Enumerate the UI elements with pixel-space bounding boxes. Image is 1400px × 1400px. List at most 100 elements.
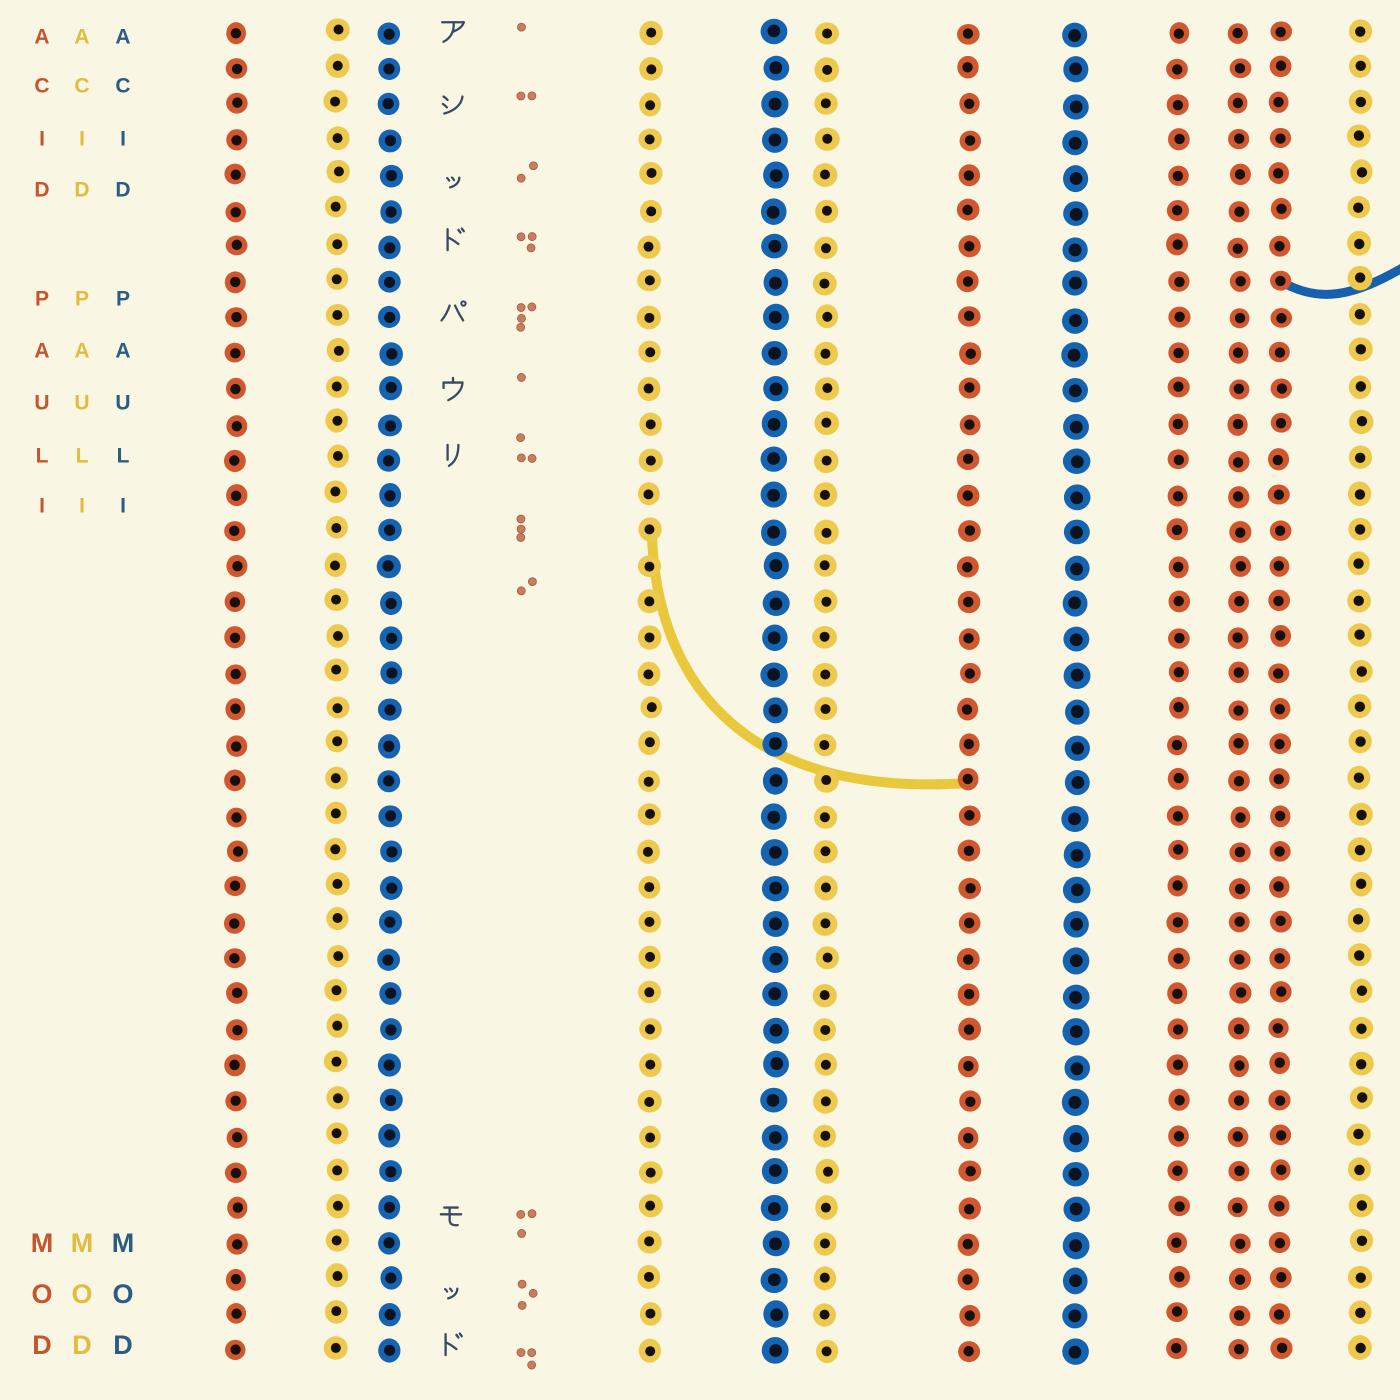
braille-dot xyxy=(527,302,537,312)
punch-dot-center xyxy=(231,420,242,432)
braille-dot xyxy=(517,1229,527,1238)
punch-dot-center xyxy=(1355,1272,1366,1283)
punch-dot-center xyxy=(385,206,397,218)
punch-dot-center xyxy=(643,669,654,680)
punch-dot-center xyxy=(1274,1238,1286,1249)
punch-dot-center xyxy=(1276,203,1287,215)
grid-letter: L xyxy=(36,445,49,468)
punch-dot-center xyxy=(963,845,975,856)
punch-dot-center xyxy=(643,383,654,394)
punch-dot-center xyxy=(1068,243,1082,257)
grid-letter: I xyxy=(79,495,85,518)
braille-dot xyxy=(517,1279,527,1289)
punch-dot-center xyxy=(1172,239,1183,250)
punch-dot-center xyxy=(1070,562,1083,576)
punch-dot-center xyxy=(1172,64,1183,75)
punch-dot-center xyxy=(769,917,782,931)
punch-dot-center xyxy=(645,419,656,430)
punch-dot-center xyxy=(230,668,241,680)
punch-dot-center xyxy=(1234,916,1245,927)
punch-dot-center xyxy=(769,774,783,787)
punch-dot-center xyxy=(330,560,341,571)
braille-dot xyxy=(516,1348,526,1357)
punch-dot-center xyxy=(645,100,656,111)
punch-dot-center xyxy=(1069,276,1082,290)
punch-dot-center xyxy=(1355,26,1366,37)
punch-dot-center xyxy=(1274,1095,1286,1106)
punch-dot-center xyxy=(386,348,398,360)
punch-dot-center xyxy=(1354,272,1366,283)
braille-dot xyxy=(516,533,526,542)
punch-dot-center xyxy=(964,668,976,679)
katakana-char xyxy=(446,176,461,189)
katakana-char xyxy=(442,376,464,402)
dot-column-8 xyxy=(1061,22,1091,1365)
punch-dot-center xyxy=(1068,1345,1082,1359)
punch-dot-center xyxy=(819,990,830,1001)
punch-dot-center xyxy=(1276,1272,1287,1283)
grid-letter: D xyxy=(34,179,49,202)
punch-dot-center xyxy=(384,311,396,324)
punch-dot-center xyxy=(386,667,398,679)
punch-dot-center xyxy=(1233,133,1245,144)
katakana-title-vertical xyxy=(440,21,467,467)
punch-dot-center xyxy=(385,1272,397,1284)
punch-dot-center xyxy=(643,1271,654,1282)
punch-dot-center xyxy=(1357,1092,1368,1103)
grid-letter: I xyxy=(79,128,85,151)
punch-dot-center xyxy=(1355,1307,1366,1319)
braille-dot xyxy=(529,161,538,171)
punch-dot-center xyxy=(386,846,398,858)
punch-dot-center xyxy=(1276,1164,1287,1176)
grid-letter: P xyxy=(116,288,130,311)
punch-dot-center xyxy=(769,737,782,750)
punch-dot-center xyxy=(1275,26,1286,38)
punch-dot-center xyxy=(1356,985,1368,996)
punch-dot-center xyxy=(965,883,976,894)
punch-dot-center xyxy=(767,452,780,465)
punch-dot-center xyxy=(1235,527,1246,538)
braille-dot xyxy=(517,313,526,323)
punch-dot-center xyxy=(644,312,655,323)
punch-dot-center xyxy=(1069,633,1083,647)
punch-dot-center xyxy=(963,1132,974,1144)
punch-dot-center xyxy=(384,490,396,502)
punch-dot-center xyxy=(230,741,242,752)
punch-dot-center xyxy=(1173,381,1184,392)
punch-dot-center xyxy=(645,455,656,466)
punch-dot-center xyxy=(383,276,396,288)
punch-dot-center xyxy=(963,1204,975,1215)
punch-dot-center xyxy=(822,1166,833,1177)
punch-dot-center xyxy=(644,916,655,927)
punch-dot-center xyxy=(331,664,342,675)
punch-dot-center xyxy=(821,455,832,466)
punch-dot-center xyxy=(820,1059,831,1070)
punch-dot-center xyxy=(382,954,394,966)
punch-dot-center xyxy=(1354,452,1366,464)
punch-dot-center xyxy=(820,846,831,857)
punch-dot-center xyxy=(332,1271,343,1282)
punch-dot-center xyxy=(767,810,781,824)
punch-dot-center xyxy=(1356,167,1368,178)
braille-dot xyxy=(527,1209,537,1219)
punch-dot-center xyxy=(1173,347,1184,359)
punch-dot-center xyxy=(821,596,832,607)
punch-dot-center xyxy=(1068,1167,1082,1181)
punch-dot-center xyxy=(1173,454,1185,466)
punch-dot-center xyxy=(819,1272,830,1283)
punch-dot-center xyxy=(1273,560,1284,572)
punch-dot-center xyxy=(964,135,976,146)
punch-dot-center xyxy=(819,739,830,750)
punch-dot-center xyxy=(1174,1201,1185,1212)
punch-dot-center xyxy=(961,704,973,715)
word-grid-pauli: P P P A A A U U U L L L I I I xyxy=(34,288,130,518)
punch-dot-center xyxy=(330,1342,341,1353)
punch-dot-center xyxy=(644,524,655,535)
punch-dot-center xyxy=(963,917,975,929)
punch-dot-center xyxy=(1174,311,1185,322)
punch-dot-center xyxy=(1234,1274,1246,1285)
punch-dot-center xyxy=(1276,986,1287,997)
punch-dot-center xyxy=(332,631,343,642)
punch-dot-center xyxy=(1067,348,1081,362)
